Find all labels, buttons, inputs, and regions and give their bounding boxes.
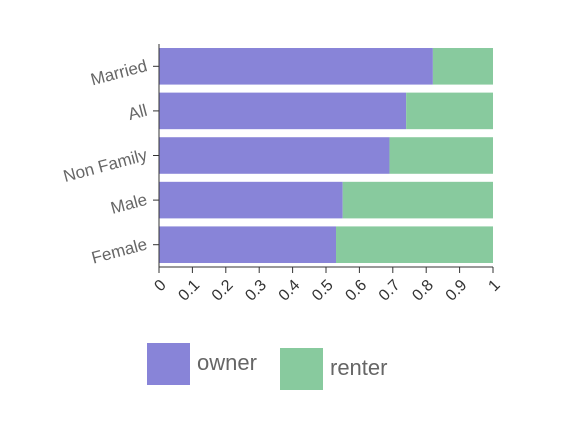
y-tick-label: Married	[89, 56, 150, 89]
y-tick-label: Non Family	[61, 145, 149, 186]
x-tick-label: 0	[151, 277, 169, 295]
bar	[336, 226, 493, 263]
legend-label: renter	[330, 355, 387, 380]
x-tick-label: 1	[485, 277, 503, 295]
bar	[342, 181, 493, 219]
x-tick-label: 0.5	[309, 277, 337, 305]
x-tick-label: 0.3	[242, 277, 270, 305]
legend-label: owner	[197, 350, 257, 375]
legend-swatch	[147, 343, 190, 385]
x-tick-label: 0.8	[409, 277, 437, 305]
bar	[159, 181, 343, 219]
x-tick-label: 0.1	[175, 277, 203, 305]
bar	[406, 92, 493, 130]
bar	[159, 48, 433, 85]
x-tick-label: 0.2	[209, 277, 237, 305]
bar	[159, 137, 390, 174]
y-tick-label: All	[126, 101, 149, 124]
bar	[432, 48, 493, 85]
x-tick-label: 0.6	[342, 277, 370, 305]
bar	[389, 137, 493, 174]
y-tick-label: Male	[109, 190, 150, 218]
x-tick-label: 0.9	[443, 277, 471, 305]
bar	[159, 92, 407, 130]
y-tick-label: Female	[90, 235, 150, 268]
x-tick-label: 0.4	[276, 277, 304, 305]
legend-swatch	[280, 348, 323, 390]
x-tick-label: 0.7	[376, 277, 404, 305]
bar	[159, 226, 337, 263]
